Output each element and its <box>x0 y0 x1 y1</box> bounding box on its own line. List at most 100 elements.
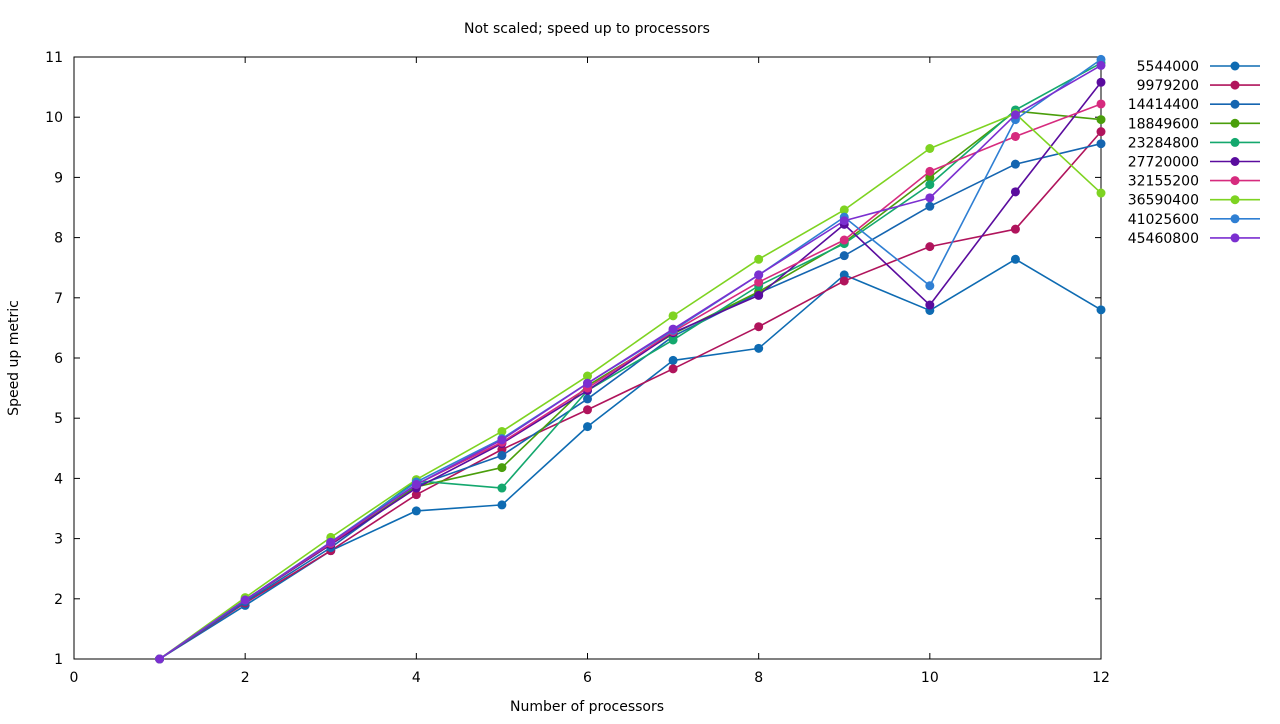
y-tick-label: 5 <box>54 411 63 427</box>
series-line <box>159 142 1102 660</box>
series-line <box>159 258 1102 660</box>
data-point <box>925 281 935 291</box>
data-point <box>839 251 849 261</box>
data-point <box>1010 224 1020 234</box>
chart-title: Not scaled; speed up to processors <box>464 21 710 37</box>
data-point <box>497 426 507 436</box>
legend-label: 5544000 <box>1137 59 1199 75</box>
y-tick-label: 10 <box>45 110 63 126</box>
legend-label: 41025600 <box>1128 212 1199 228</box>
legend-entry: 32155200 <box>1128 174 1260 190</box>
data-point <box>839 216 849 226</box>
x-tick-label: 4 <box>412 670 421 686</box>
legend-swatch-marker <box>1230 157 1240 166</box>
legend-entry: 23284800 <box>1128 135 1260 151</box>
data-point <box>1096 60 1106 70</box>
legend-swatch-marker <box>1230 80 1240 90</box>
data-point <box>583 405 592 415</box>
y-tick-label: 6 <box>54 351 63 367</box>
data-point <box>497 451 507 461</box>
data-point <box>839 205 849 215</box>
legend-swatch-marker <box>1230 176 1240 186</box>
y-tick-label: 2 <box>54 592 63 608</box>
data-point <box>668 311 678 321</box>
data-point <box>326 537 336 547</box>
x-tick-label: 2 <box>241 670 250 686</box>
x-tick-label: 12 <box>1092 670 1110 686</box>
data-point <box>1010 110 1020 120</box>
data-point <box>754 290 764 300</box>
legend-entry: 9979200 <box>1137 78 1260 94</box>
data-point <box>1096 77 1106 87</box>
plot-area <box>73 56 1102 660</box>
data-point <box>1096 115 1106 125</box>
data-point <box>1096 127 1106 137</box>
x-axis-label: Number of processors <box>510 699 664 715</box>
data-point <box>497 483 507 493</box>
series-line <box>159 112 1102 660</box>
series-9979200 <box>155 127 1106 664</box>
y-tick-label: 1 <box>54 652 63 668</box>
y-tick-label: 11 <box>45 50 63 66</box>
data-point <box>583 394 592 404</box>
data-point <box>925 300 935 310</box>
data-point <box>1096 305 1106 315</box>
data-point <box>754 270 764 280</box>
legend-swatch-marker <box>1230 214 1240 224</box>
legend-swatch-marker <box>1230 233 1240 243</box>
legend-entry: 45460800 <box>1128 231 1260 247</box>
x-tick-label: 6 <box>583 670 592 686</box>
x-tick-label: 8 <box>754 670 763 686</box>
data-point <box>411 479 421 489</box>
legend-swatch-marker <box>1230 137 1240 147</box>
series-14414400 <box>155 139 1106 664</box>
series-line <box>159 81 1102 660</box>
data-point <box>497 463 507 473</box>
data-point <box>754 322 764 332</box>
data-point <box>583 371 592 381</box>
legend-swatch-marker <box>1230 99 1240 109</box>
series-5544000 <box>155 254 1106 664</box>
data-point <box>668 364 678 374</box>
series-line <box>159 110 1102 660</box>
legend-label: 27720000 <box>1128 155 1199 171</box>
legend-label: 23284800 <box>1128 135 1199 151</box>
data-point <box>583 422 592 432</box>
data-point <box>754 343 764 353</box>
legend-label: 32155200 <box>1128 174 1199 190</box>
data-point <box>925 166 935 176</box>
data-point <box>497 435 507 445</box>
series-group <box>155 54 1106 664</box>
legend-label: 36590400 <box>1128 193 1199 209</box>
y-tick-label: 8 <box>54 231 63 247</box>
data-point <box>1096 139 1106 149</box>
data-point <box>925 144 935 154</box>
data-point <box>925 180 935 190</box>
legend-swatch-marker <box>1230 195 1240 205</box>
data-point <box>1096 99 1106 109</box>
data-point <box>925 201 935 211</box>
series-36590400 <box>155 109 1106 664</box>
data-point <box>1010 187 1020 197</box>
data-point <box>925 242 935 252</box>
series-45460800 <box>155 60 1106 664</box>
data-point <box>1010 159 1020 169</box>
legend-entry: 27720000 <box>1128 155 1260 171</box>
legend-entry: 18849600 <box>1128 116 1260 132</box>
series-32155200 <box>155 99 1106 664</box>
data-point <box>411 490 421 500</box>
data-point <box>155 654 165 664</box>
legend-entry: 36590400 <box>1128 193 1260 209</box>
x-tick-label: 10 <box>921 670 939 686</box>
data-point <box>839 235 849 245</box>
legend-swatch-marker <box>1230 118 1240 128</box>
data-point <box>668 335 678 345</box>
y-tick-label: 3 <box>54 532 63 548</box>
x-tick-label: 0 <box>70 670 79 686</box>
series-line <box>159 64 1102 660</box>
data-point <box>754 277 764 287</box>
legend: 5544000 9979200 14414400 18849600 23284800 27… <box>1128 59 1260 247</box>
